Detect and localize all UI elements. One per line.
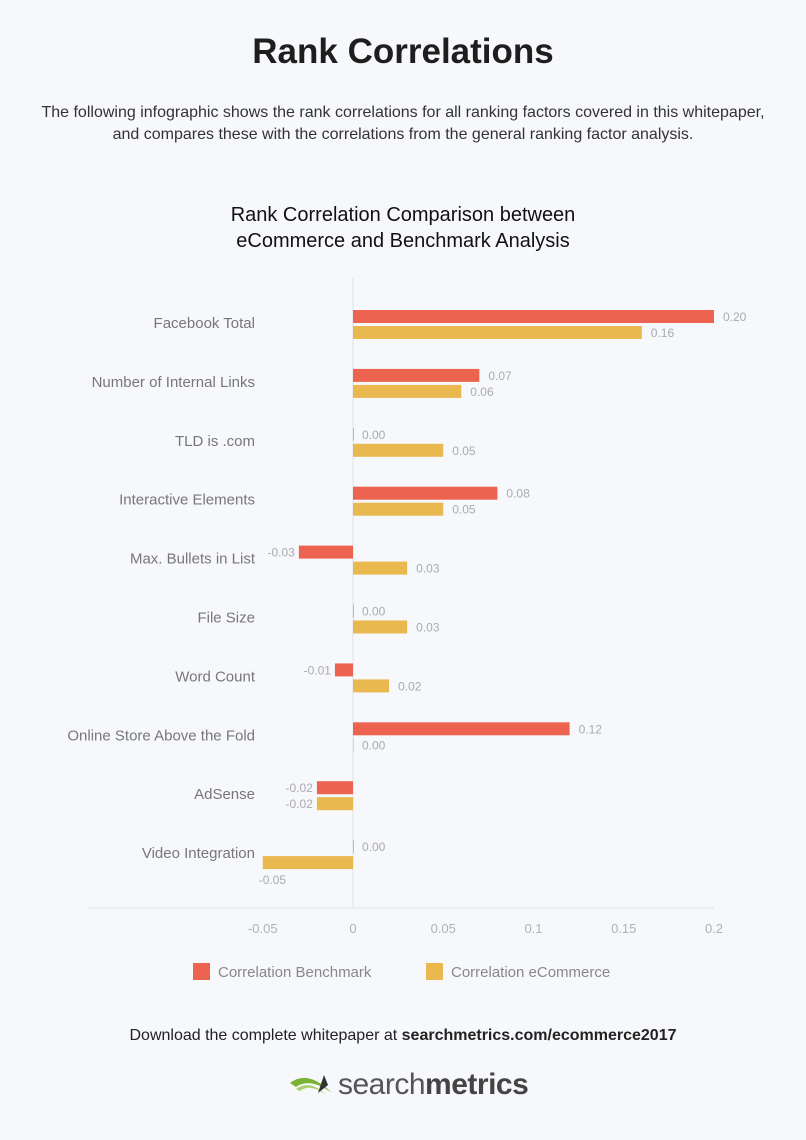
category-label: Number of Internal Links bbox=[92, 374, 255, 391]
chart-title-line-1: Rank Correlation Comparison between bbox=[230, 204, 576, 226]
data-label: -0.01 bbox=[304, 663, 332, 677]
intro-line-1: The following infographic shows the rank… bbox=[41, 104, 765, 121]
bar-benchmark bbox=[334, 663, 353, 677]
data-label: 0.06 bbox=[470, 385, 494, 399]
data-label: 0.00 bbox=[362, 840, 386, 854]
bar-ecommerce bbox=[353, 620, 408, 634]
bar-ecommerce bbox=[353, 561, 408, 575]
bar-benchmark bbox=[353, 310, 714, 323]
data-label: 0.00 bbox=[362, 428, 386, 442]
legend-label: Correlation Benchmark bbox=[218, 964, 372, 981]
logo-swoosh-icon bbox=[290, 1075, 332, 1095]
x-tick-label: 0.05 bbox=[431, 921, 456, 936]
bar-ecommerce bbox=[353, 738, 354, 752]
bar-benchmark bbox=[353, 427, 354, 441]
bar-benchmark bbox=[353, 840, 354, 854]
bar-ecommerce bbox=[353, 326, 642, 339]
category-label: Max. Bullets in List bbox=[130, 551, 256, 568]
intro-line-2: and compares these with the correlations… bbox=[112, 126, 694, 143]
data-label: -0.02 bbox=[286, 797, 314, 811]
legend-swatch-ecommerce bbox=[426, 963, 443, 980]
bar-ecommerce bbox=[353, 502, 444, 516]
x-tick-label: 0.15 bbox=[611, 921, 636, 936]
data-label: 0.03 bbox=[416, 562, 440, 576]
data-label: 0.08 bbox=[506, 487, 530, 501]
legend-label: Correlation eCommerce bbox=[451, 964, 610, 981]
intro-text: The following infographic shows the rank… bbox=[20, 102, 786, 146]
bar-ecommerce bbox=[353, 384, 462, 398]
footer: Download the complete whitepaper at sear… bbox=[0, 1027, 806, 1045]
category-label: Video Integration bbox=[142, 845, 255, 862]
x-tick-label: 0.1 bbox=[524, 921, 542, 936]
logo-text: searchmetrics bbox=[338, 1068, 529, 1101]
bar-chart: -0.05 0 0.05 0.1 0.15 0.2 Facebook Total 0.20 0.… bbox=[67, 278, 747, 981]
category-label: File Size bbox=[197, 610, 255, 627]
bar-benchmark bbox=[353, 486, 498, 500]
data-label: 0.02 bbox=[398, 679, 422, 693]
data-label: 0.07 bbox=[488, 369, 512, 383]
bar-ecommerce bbox=[353, 679, 390, 693]
category-label: Interactive Elements bbox=[119, 492, 255, 509]
chart-title-line-2: eCommerce and Benchmark Analysis bbox=[236, 230, 570, 252]
bar-ecommerce bbox=[262, 856, 353, 870]
legend-swatch-benchmark bbox=[193, 963, 210, 980]
category-label: AdSense bbox=[194, 786, 255, 803]
data-label: -0.05 bbox=[259, 873, 287, 887]
bar-benchmark bbox=[353, 604, 354, 618]
footer-text: Download the complete whitepaper at bbox=[129, 1027, 402, 1044]
page-title: Rank Correlations bbox=[252, 32, 554, 71]
searchmetrics-logo: searchmetrics bbox=[288, 1068, 529, 1102]
chart-title: Rank Correlation Comparison between eCom… bbox=[0, 202, 806, 254]
category-label: Online Store Above the Fold bbox=[67, 727, 255, 744]
data-label: 0.05 bbox=[452, 503, 476, 517]
data-label: 0.20 bbox=[723, 310, 747, 324]
bar-benchmark bbox=[353, 722, 570, 736]
x-tick-label: -0.05 bbox=[248, 921, 278, 936]
data-label: 0.05 bbox=[452, 444, 476, 458]
bar-benchmark bbox=[316, 781, 353, 795]
data-label: 0.03 bbox=[416, 621, 440, 635]
data-label: 0.00 bbox=[362, 738, 386, 752]
category-label: Word Count bbox=[175, 668, 256, 685]
bar-benchmark bbox=[298, 545, 353, 559]
data-label: 0.16 bbox=[651, 326, 675, 340]
x-tick-label: 0 bbox=[349, 921, 356, 936]
bar-ecommerce bbox=[316, 797, 353, 811]
data-label: 0.12 bbox=[579, 722, 603, 736]
bar-benchmark bbox=[353, 368, 480, 382]
data-label: -0.03 bbox=[267, 546, 295, 560]
category-label: Facebook Total bbox=[154, 315, 255, 332]
category-label: TLD is .com bbox=[175, 433, 255, 450]
x-tick-label: 0.2 bbox=[705, 921, 723, 936]
footer-link[interactable]: searchmetrics.com/ecommerce2017 bbox=[401, 1027, 677, 1044]
data-label: 0.00 bbox=[362, 605, 386, 619]
data-label: -0.02 bbox=[286, 781, 314, 795]
bar-ecommerce bbox=[353, 443, 444, 457]
